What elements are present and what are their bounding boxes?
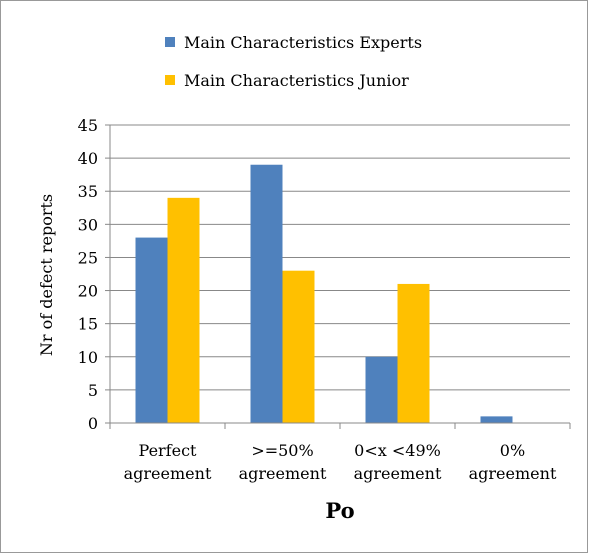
x-tick-label: Perfect agreement: [124, 441, 212, 483]
y-tick-label: 25: [78, 248, 98, 267]
y-tick-label: 35: [78, 182, 98, 201]
y-tick-label: 5: [88, 381, 98, 400]
x-axis-label: Po: [325, 498, 354, 523]
x-tick-label: >=50% agreement: [239, 441, 327, 483]
legend-label: Main Characteristics Junior: [184, 71, 409, 90]
y-tick-label: 10: [78, 348, 98, 367]
y-tick-label: 0: [88, 414, 98, 433]
bar: [282, 270, 315, 423]
bar: [135, 237, 168, 423]
y-axis-label: Nr of defect reports: [37, 194, 56, 356]
legend-swatch: [165, 75, 175, 85]
bar: [167, 197, 200, 423]
y-tick-label: 30: [78, 215, 98, 234]
bar: [397, 283, 430, 423]
bar: [480, 416, 513, 423]
y-tick-label: 20: [78, 282, 98, 301]
bar: [365, 356, 398, 423]
legend-swatch: [165, 37, 175, 47]
legend-label: Main Characteristics Experts: [184, 33, 422, 52]
y-tick-label: 45: [78, 116, 98, 135]
x-tick-label: 0% agreement: [469, 441, 557, 483]
y-tick-label: 40: [78, 149, 98, 168]
x-tick-label: 0<x <49% agreement: [354, 441, 442, 483]
bar: [250, 164, 283, 423]
y-tick-label: 15: [78, 315, 98, 334]
